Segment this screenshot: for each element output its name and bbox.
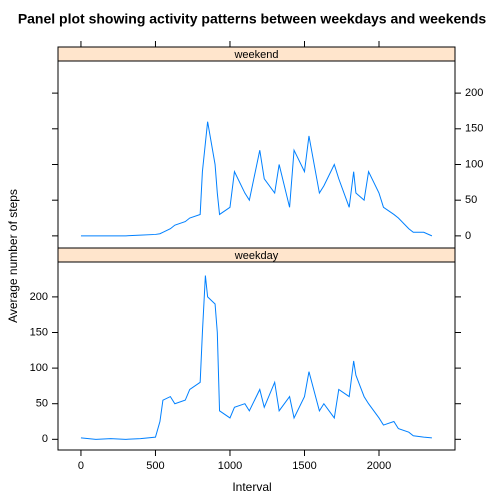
y-tick-label: 50 xyxy=(36,398,48,410)
y-tick-label: 0 xyxy=(465,230,471,242)
y-tick-label: 150 xyxy=(30,326,48,338)
y-tick-label: 0 xyxy=(42,433,48,445)
data-line xyxy=(80,275,432,440)
x-tick-label: 2000 xyxy=(367,460,391,472)
y-tick-label: 50 xyxy=(465,194,477,206)
y-axis-label: Average number of steps xyxy=(6,189,20,323)
x-tick-label: 1500 xyxy=(292,460,316,472)
panel-frame xyxy=(57,261,456,451)
y-tick-label: 150 xyxy=(465,123,483,135)
chart-title: Panel plot showing activity patterns bet… xyxy=(18,11,487,27)
x-axis-label: Interval xyxy=(232,480,271,494)
y-tick-label: 100 xyxy=(465,158,483,170)
strip-label: weekday xyxy=(234,250,279,262)
y-tick-label: 200 xyxy=(465,87,483,99)
x-tick-label: 500 xyxy=(146,460,164,472)
strip-label: weekend xyxy=(233,49,278,61)
data-line xyxy=(80,121,433,237)
y-tick-label: 100 xyxy=(30,362,48,374)
y-tick-label: 200 xyxy=(30,291,48,303)
x-tick-label: 0 xyxy=(78,460,84,472)
x-tick-label: 1000 xyxy=(218,460,242,472)
